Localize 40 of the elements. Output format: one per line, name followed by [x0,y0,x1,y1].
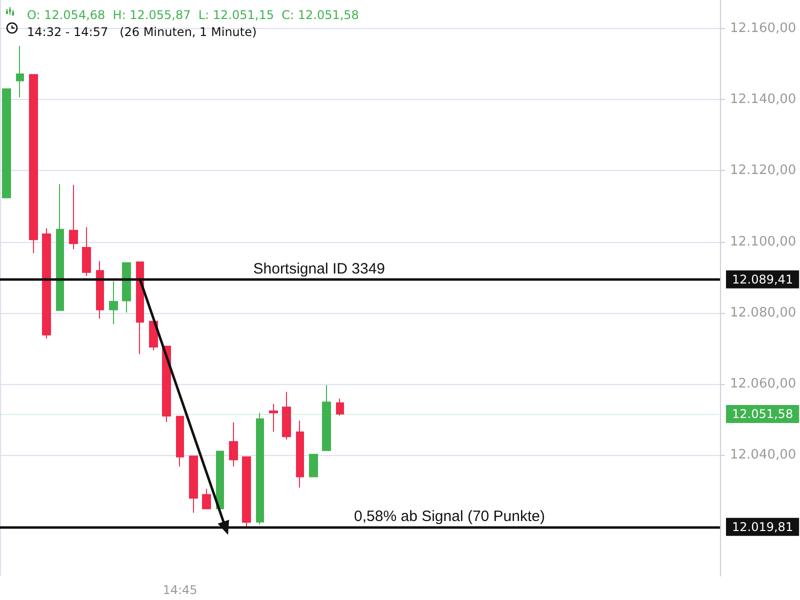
candlestick [96,260,104,320]
candlestick [136,262,144,355]
candlestick [56,184,64,311]
candlestick [176,416,184,467]
candlestick [229,422,238,467]
candlestick [336,398,344,416]
candlestick [216,450,224,510]
candlestick [162,346,171,423]
candlestick [122,262,131,314]
candlestick [109,280,118,325]
y-tick-label: 12.040,00 [730,448,796,463]
candlestick [69,184,78,250]
candlestick [309,454,318,478]
candlestick [296,420,304,488]
candlestick [282,391,291,440]
candlestick [269,403,278,432]
candlestick [189,456,198,514]
candlestick [202,488,211,510]
y-tick-label: 12.080,00 [730,305,796,320]
ref-line-label: 12.089,41 [732,272,794,286]
y-tick-label: 12.060,00 [730,376,796,392]
ref-line-label: 12.051,58 [732,406,794,421]
candlestick [242,456,251,528]
candlestick [42,228,51,339]
annotation: 0,58% ab Signal (70 Punkte) [354,508,545,525]
candlestick [29,74,38,254]
candlestick [256,412,264,525]
candlestick [2,88,11,198]
candlestick [322,384,331,451]
y-tick-label: 12.100,00 [730,234,796,250]
y-tick-label: 12.120,00 [730,163,796,178]
candlestick [16,45,24,98]
text: 14:32 - 14:57 (26 Minuten, 1 Minute) [27,25,257,39]
text: O: 12.054,68 H: 12.055,87 L: 12.051,15 C: 12.051,58 [27,8,359,22]
y-tick-label: 12.160,00 [730,20,796,36]
annotation: Shortsignal ID 3349 [253,260,385,278]
y-tick-label: 12.140,00 [730,92,796,108]
x-tick-label: 14:45 [162,583,198,597]
ref-line-label: 12.019,81 [732,520,794,534]
candlestick [82,226,91,276]
